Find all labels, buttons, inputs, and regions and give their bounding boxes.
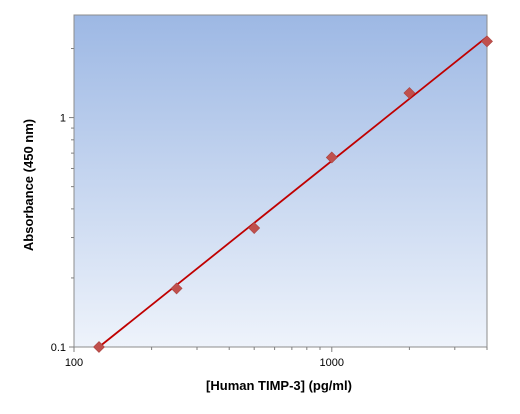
data-point	[403, 87, 416, 99]
x-axis-title: [Human TIMP-3] (pg/ml)	[206, 378, 352, 393]
data-point	[481, 35, 493, 48]
fit-line-group	[98, 36, 488, 348]
data-point	[325, 151, 338, 164]
x-tick-label: 1000	[320, 357, 344, 369]
y-axis-title: Absorbance (450 nm)	[21, 119, 36, 251]
plot-area	[73, 14, 488, 348]
data-point	[248, 222, 261, 234]
tick-labels: 100 1000 0.1 1	[51, 113, 344, 369]
data-points	[93, 35, 493, 353]
x-tick-label: 100	[65, 357, 83, 369]
fit-line	[98, 36, 488, 348]
y-tick-label: 1	[60, 113, 66, 125]
y-tick-label: 0.1	[51, 342, 66, 354]
data-point	[170, 282, 183, 295]
axis-ticks	[69, 48, 488, 352]
data-point	[93, 341, 105, 353]
